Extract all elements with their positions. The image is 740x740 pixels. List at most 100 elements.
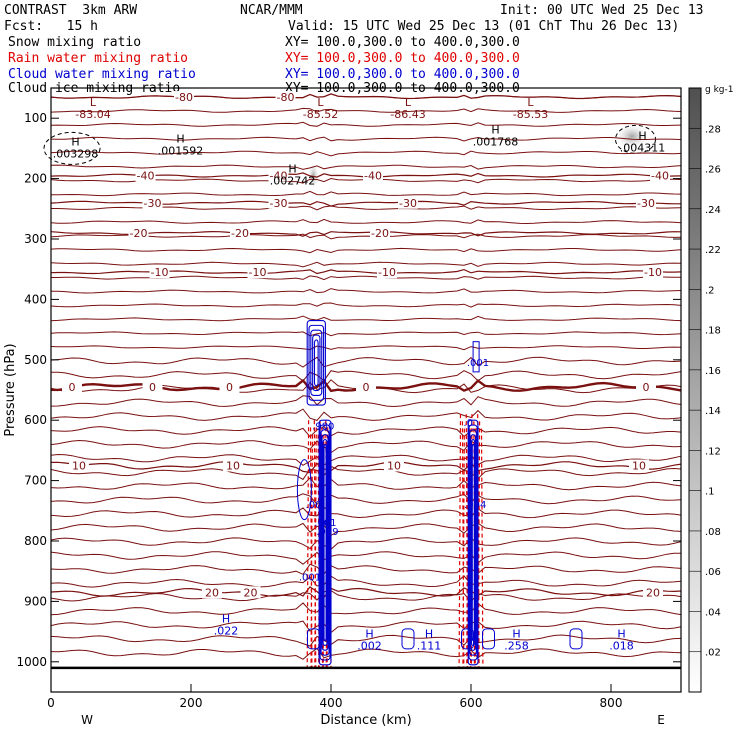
isotherm-line	[50, 563, 682, 575]
model-title: CONTRAST 3km ARW	[4, 3, 138, 18]
cloud-contour	[401, 628, 415, 650]
cloud-contour	[461, 628, 474, 650]
isotherm-label-bg	[636, 196, 656, 209]
cloud-contour	[310, 329, 323, 396]
isotherm-label: 20	[205, 586, 219, 599]
cloud-value-label: .999	[316, 527, 338, 538]
isotherm-line	[50, 425, 682, 438]
isotherm-line	[50, 261, 682, 268]
isotherm-label: 20	[244, 586, 258, 599]
isotherm-label-bg	[142, 196, 163, 209]
cloud-value-label: .001	[467, 358, 489, 369]
isotherm-label-bg	[202, 586, 222, 599]
x-tick-label: 400	[320, 696, 343, 710]
isotherm-line	[50, 150, 682, 157]
y-tick-label: 200	[24, 172, 47, 186]
isotherm-line	[51, 275, 681, 281]
isotherm-line	[50, 233, 682, 240]
extremum-letter: L	[90, 96, 97, 109]
legend-snow-label: Snow mixing ratio	[8, 35, 142, 50]
isotherm-line	[50, 506, 682, 519]
isotherm-labelled-line	[50, 268, 682, 275]
isotherm-label: 0	[363, 381, 370, 394]
legend-cloud-label: Cloud water mixing ratio	[8, 67, 196, 82]
isotherm-line	[50, 634, 682, 647]
cloud-contour	[296, 459, 312, 521]
cloud-contour	[472, 341, 480, 373]
isotherm-line	[50, 537, 682, 550]
isotherm-labelled-line	[50, 461, 682, 474]
isotherm-label: 0	[149, 381, 156, 394]
extremum-value: .002	[357, 640, 382, 653]
isotherm-label-bg	[643, 266, 663, 279]
isotherm-label-bg	[398, 196, 418, 209]
isotherm-line	[50, 477, 682, 491]
isotherm-label: 10	[387, 460, 401, 473]
isotherm-line	[50, 107, 682, 113]
cloud-contour	[470, 434, 477, 651]
cloud-value-label: .00	[306, 500, 322, 511]
isotherm-line	[50, 522, 682, 537]
colorbar-tick-label: .02	[705, 648, 721, 659]
colorbar-tick-label: .12	[705, 446, 721, 457]
isotherm-line	[50, 288, 682, 294]
isotherm-label: -10	[249, 266, 267, 279]
cloud-contour	[569, 628, 583, 650]
plot-frame	[50, 87, 682, 693]
east-label: E	[657, 713, 665, 727]
rain-contour	[466, 421, 469, 668]
y-tick-label: 1000	[16, 655, 47, 669]
cloud-value-label: .980	[312, 421, 334, 432]
init-time: Init: 00 UTC Wed 25 Dec 13	[500, 3, 704, 18]
isotherm-label: -20	[371, 227, 389, 240]
isotherm-label: -30	[144, 197, 162, 210]
rain-contour	[314, 427, 317, 668]
isotherm-label-bg	[247, 266, 268, 279]
isotherm-label-bg	[135, 169, 156, 182]
isotherm-label-bg	[370, 226, 390, 239]
isotherm-line	[50, 345, 682, 351]
extremum-value: -86.43	[390, 108, 425, 121]
valid-time: Valid: 15 UTC Wed 25 Dec 13 (01 ChT Thu …	[288, 19, 680, 34]
cloud-contour	[306, 319, 326, 406]
isotherm-line	[50, 575, 682, 588]
y-tick-label: 800	[24, 534, 47, 548]
cloud-value-label: .001	[299, 572, 321, 583]
y-tick-label: 400	[24, 292, 47, 306]
isotherm-label: -20	[130, 227, 148, 240]
ice-contour	[43, 131, 101, 165]
isotherm-label: -30	[637, 197, 655, 210]
isotherm-label-bg	[643, 586, 663, 599]
isotherm-label-bg	[275, 91, 296, 104]
extremum-value: -85.52	[303, 108, 338, 121]
rain-contour	[462, 428, 465, 668]
isotherm-line	[50, 121, 682, 127]
isotherm-label: -10	[151, 266, 169, 279]
isotherm-label-bg	[240, 586, 261, 599]
forecast-hour: Fcst: 15 h	[4, 19, 98, 34]
x-axis-label: Distance (km)	[320, 713, 411, 728]
y-tick-label: 100	[24, 111, 47, 125]
y-axis-label: Pressure (hPa)	[3, 343, 18, 436]
isotherm-label-bg	[223, 459, 243, 472]
extremum-value: .004311	[620, 141, 666, 154]
isotherm-label-bg	[128, 226, 149, 239]
isotherm-line	[50, 551, 681, 565]
cloud-contour	[468, 424, 478, 661]
y-tick-label: 700	[24, 474, 47, 488]
isotherm-label: -20	[231, 227, 249, 240]
extremum-value: -85.53	[513, 108, 548, 121]
x-tick-label: 0	[47, 696, 55, 710]
x-tick-label: 800	[600, 696, 623, 710]
isotherm-line	[50, 302, 682, 308]
isotherm-line	[50, 218, 682, 225]
isotherm-label: -40	[651, 170, 669, 183]
isotherm-line	[50, 315, 682, 322]
isotherm-label-bg	[363, 169, 383, 182]
legend-snow-xy: XY= 100.0,300.0 to 400.0,300.0	[285, 35, 520, 50]
rain-contour	[317, 434, 321, 668]
west-label: W	[81, 713, 93, 727]
isotherm-label-bg	[149, 266, 170, 279]
colorbar-tick-label: .14	[705, 406, 721, 417]
